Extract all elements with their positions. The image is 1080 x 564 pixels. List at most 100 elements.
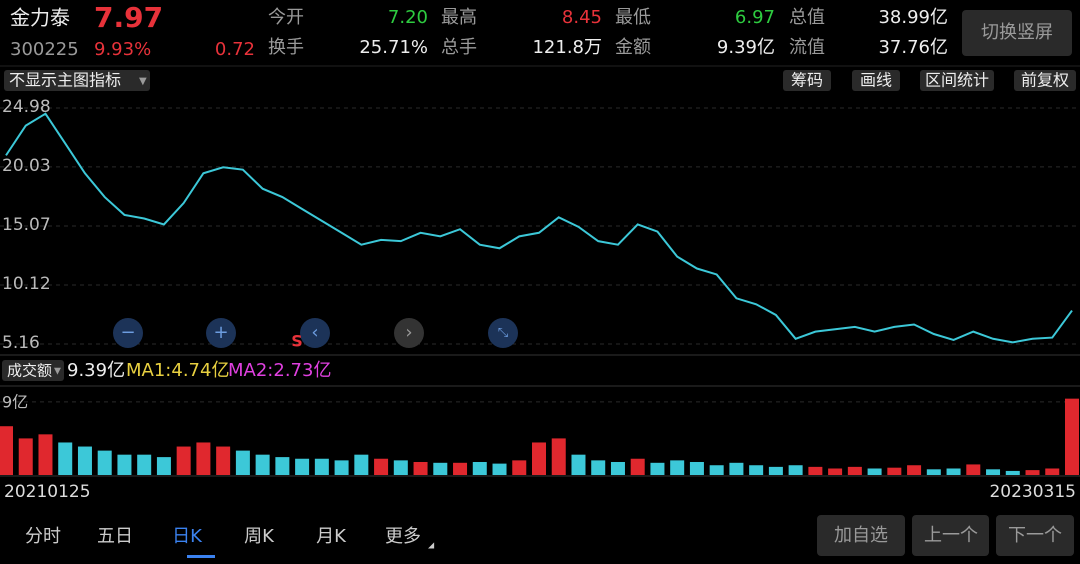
tool-label: 区间统计: [925, 71, 989, 90]
volume-bar: [433, 462, 448, 475]
stat-value: 37.76亿: [878, 37, 948, 58]
tool-button[interactable]: [783, 70, 831, 91]
stat-label: 总值: [789, 7, 825, 28]
tool-button[interactable]: [1014, 70, 1076, 91]
tab[interactable]: 周K: [244, 526, 275, 547]
volume-bar: [255, 454, 270, 475]
volume-bar: [788, 465, 803, 475]
volume-bar: [77, 446, 92, 475]
volume-bar: [137, 454, 152, 475]
volume-bar: [38, 434, 53, 475]
volume-bar: [828, 468, 843, 475]
volume-bar: [58, 442, 73, 475]
ma1: MA1:4.74亿: [126, 360, 229, 381]
action-button[interactable]: [817, 515, 905, 556]
reset[interactable]: [488, 318, 518, 348]
tab-bar: 分时 五日 日K 周K 月K 更多 ◢: [25, 526, 435, 550]
tab[interactable]: 五日: [97, 526, 133, 547]
volume-bar: [1005, 470, 1020, 475]
action-button[interactable]: [912, 515, 989, 556]
scroll-left[interactable]: [300, 318, 330, 348]
volume-bar: [176, 446, 191, 475]
zoom-in-icon: +: [213, 322, 228, 343]
more-arrow: ◢: [428, 541, 435, 550]
zoom-out[interactable]: [113, 318, 143, 348]
action-button[interactable]: [996, 515, 1074, 556]
y-tick-label: 9亿: [2, 392, 28, 411]
volume-value: 9.39亿: [67, 360, 125, 381]
tool-label: 画线: [860, 71, 892, 90]
action-label: 下一个: [1008, 525, 1062, 546]
volume-bar: [1025, 470, 1040, 475]
volume-bar: [926, 469, 941, 475]
change-pct: 9.93%: [94, 39, 151, 60]
stat-value: 38.99亿: [878, 7, 948, 28]
volume-bar: [1045, 468, 1060, 475]
volume-bar: [512, 460, 527, 475]
tool-label: 筹码: [791, 71, 823, 90]
volume-bar: [492, 463, 507, 475]
volume-bar: [472, 461, 487, 475]
volume-bar: [314, 458, 329, 475]
tab[interactable]: 月K: [316, 526, 347, 547]
right-icon: ›: [405, 322, 412, 343]
price-chart: 24.98 20.03 15.07 10.12 5.16: [0, 97, 1080, 353]
stat-label: 流值: [789, 37, 825, 58]
signal-marker: S: [291, 332, 303, 351]
tool-button[interactable]: [852, 70, 900, 91]
tab[interactable]: 分时: [25, 526, 61, 547]
chart-controls: − + ‹ › ⤡: [113, 318, 518, 348]
volume-bar: [808, 466, 823, 475]
action-label: 上一个: [924, 525, 978, 546]
x-tick-label: 20230315: [989, 482, 1076, 502]
volume-bar: [156, 457, 171, 475]
volume-bar: [847, 466, 862, 475]
stat-label: 最低: [615, 7, 651, 28]
volume-bar: [413, 461, 428, 475]
volume-label: 成交额: [7, 362, 52, 380]
rotate-button[interactable]: [962, 10, 1072, 56]
volume-bar: [235, 450, 250, 475]
indicator-label: 不显示主图指标: [9, 71, 121, 90]
volume-bar: [97, 450, 112, 475]
stat-label: 换手: [268, 37, 304, 58]
volume-bar: [591, 460, 606, 475]
volume-bar: [275, 457, 290, 475]
tool-button[interactable]: [920, 70, 994, 91]
action-label: 加自选: [834, 525, 888, 546]
zoom-in[interactable]: [206, 318, 236, 348]
y-tick-label: 15.07: [2, 215, 51, 235]
volume-bar: [532, 442, 546, 475]
dropdown-arrow: ▼: [54, 367, 61, 377]
price: 7.97: [94, 1, 163, 34]
y-tick-label: 24.98: [2, 97, 51, 117]
stat-value: 9.39亿: [717, 37, 775, 58]
tab[interactable]: 日K: [172, 526, 203, 547]
volume-bar: [689, 461, 704, 475]
scroll-right[interactable]: [394, 318, 424, 348]
volume-bar: [551, 438, 566, 475]
y-tick-label: 20.03: [2, 156, 51, 176]
volume-bar: [610, 461, 625, 475]
volume-bar: [907, 465, 922, 475]
stat-value: 121.8万: [532, 37, 602, 58]
tool-label: 前复权: [1021, 71, 1069, 90]
volume-bar: [966, 464, 981, 475]
price-line: [5, 112, 1073, 344]
stat-value: 7.20: [388, 7, 428, 28]
volume-chart: 9亿 20210125 20230315: [0, 392, 1080, 502]
tab[interactable]: 更多: [385, 526, 421, 547]
volume-bar: [986, 469, 1001, 475]
stat-label: 今开: [268, 7, 304, 28]
stat-value: 6.97: [735, 7, 775, 28]
volume-bar: [768, 466, 783, 475]
tab-underline: [187, 555, 215, 558]
y-tick-label: 5.16: [2, 333, 40, 353]
indicator-select[interactable]: [4, 70, 150, 91]
rotate-label: 切换竖屏: [981, 22, 1053, 43]
volume-select[interactable]: [2, 360, 64, 381]
code: 300225: [10, 39, 79, 60]
volume-bar: [216, 446, 231, 475]
volume-bar: [334, 460, 349, 475]
